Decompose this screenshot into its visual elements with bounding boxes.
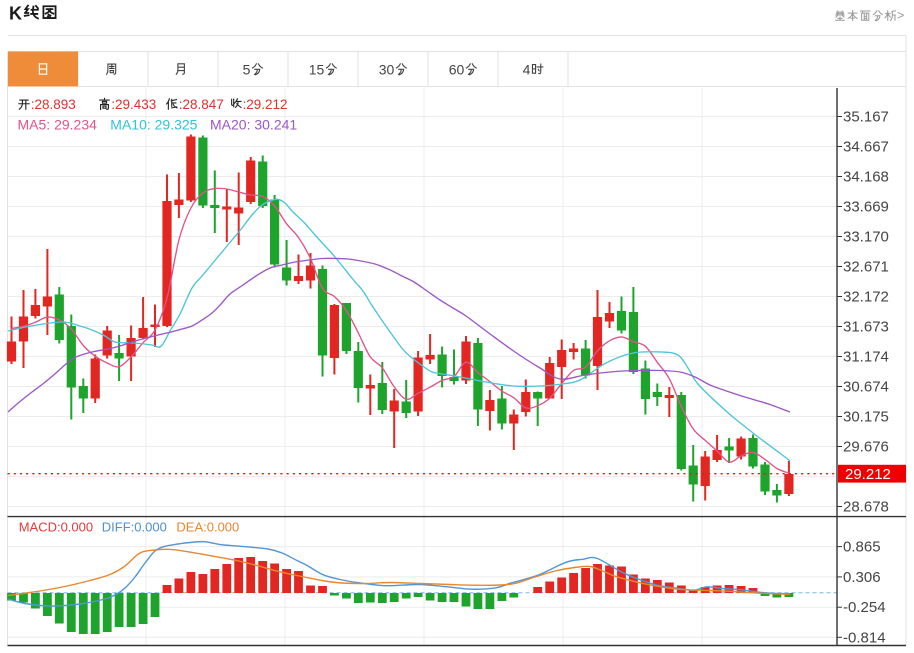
svg-text:5: 5 — [243, 62, 251, 78]
svg-text:>: > — [897, 9, 904, 23]
svg-text:-0.254: -0.254 — [843, 599, 886, 616]
svg-text:0.306: 0.306 — [843, 569, 881, 586]
svg-text:MA5: 29.234: MA5: 29.234 — [18, 116, 98, 132]
svg-text:K: K — [9, 4, 22, 24]
svg-text:DIFF:0.000: DIFF:0.000 — [102, 519, 167, 534]
svg-text:0.865: 0.865 — [843, 539, 881, 556]
svg-text:MA20: 30.241: MA20: 30.241 — [210, 116, 297, 132]
svg-text::29.433: :29.433 — [111, 97, 156, 112]
svg-text:31.174: 31.174 — [843, 349, 889, 366]
svg-text:32.671: 32.671 — [843, 259, 889, 276]
svg-text:30: 30 — [379, 62, 395, 78]
svg-text:4: 4 — [523, 62, 531, 78]
svg-text:34.168: 34.168 — [843, 169, 889, 186]
svg-text:32.172: 32.172 — [843, 289, 889, 306]
svg-text:28.678: 28.678 — [843, 499, 889, 516]
svg-text::29.212: :29.212 — [243, 97, 288, 112]
svg-text:15: 15 — [309, 62, 325, 78]
svg-text:29.676: 29.676 — [843, 439, 889, 456]
svg-text:30.674: 30.674 — [843, 379, 889, 396]
svg-text:33.669: 33.669 — [843, 199, 889, 216]
svg-text::28.847: :28.847 — [179, 97, 224, 112]
svg-text:DEA:0.000: DEA:0.000 — [176, 519, 239, 534]
svg-text:35.167: 35.167 — [843, 109, 889, 126]
svg-text:MACD:0.000: MACD:0.000 — [19, 519, 93, 534]
svg-text:33.170: 33.170 — [843, 229, 889, 246]
svg-text:34.667: 34.667 — [843, 139, 889, 156]
svg-text:29.212: 29.212 — [845, 466, 891, 483]
svg-text::28.893: :28.893 — [31, 97, 76, 112]
svg-text:30.175: 30.175 — [843, 409, 889, 426]
svg-text:60: 60 — [449, 62, 465, 78]
svg-text:31.673: 31.673 — [843, 319, 889, 336]
svg-text:-0.814: -0.814 — [843, 629, 886, 646]
svg-text:MA10: 29.325: MA10: 29.325 — [110, 116, 197, 132]
